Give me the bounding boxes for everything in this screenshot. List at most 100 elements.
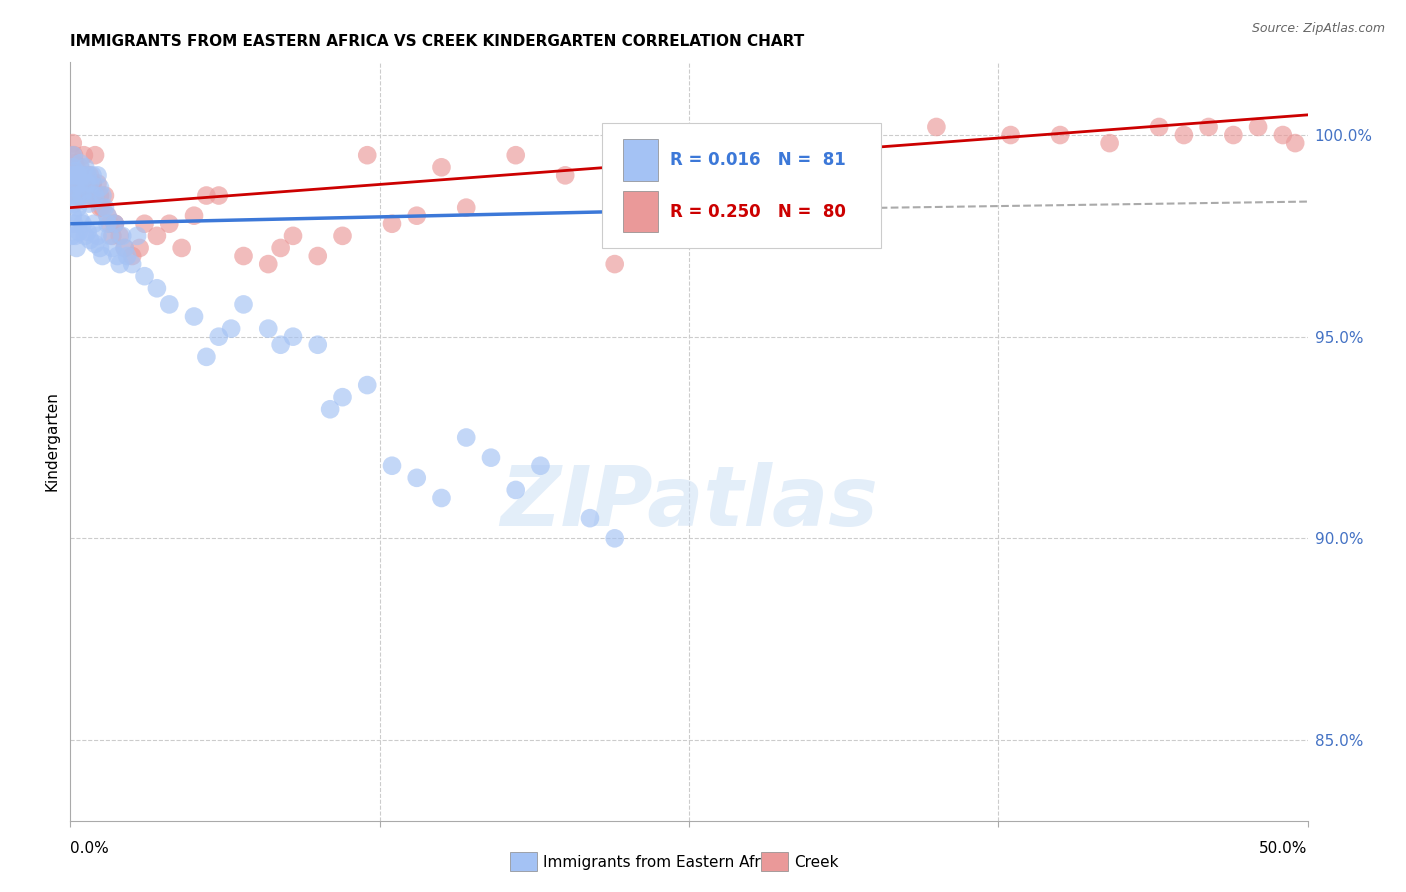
Point (101, 228, 124, 243)
Point (381, 458, 404, 473)
Point (67, 177, 90, 191)
Point (281, 228, 304, 243)
Point (111, 228, 134, 243)
Point (72, 217, 94, 231)
Point (195, 350, 218, 364)
Point (219, 321, 242, 335)
Point (270, 337, 292, 351)
Y-axis label: Kindergarten: Kindergarten (44, 392, 59, 491)
Point (65, 180, 87, 194)
Point (76, 225, 98, 239)
Point (851, 136, 873, 150)
Point (62, 209, 84, 223)
Point (1198, 120, 1220, 134)
Point (66, 169, 89, 183)
Point (72, 169, 94, 183)
Point (66, 169, 89, 183)
Point (801, 128, 824, 142)
Point (1284, 136, 1306, 150)
Point (505, 148, 527, 162)
Point (75, 161, 97, 175)
Point (75, 177, 97, 191)
Point (405, 209, 427, 223)
Point (66, 201, 89, 215)
Point (63, 148, 86, 162)
Point (65, 228, 87, 243)
Point (208, 329, 231, 343)
Point (430, 491, 453, 505)
Point (89, 201, 111, 215)
Text: 0.0%: 0.0% (70, 841, 110, 855)
Point (381, 217, 404, 231)
Point (73, 148, 96, 162)
Point (70, 177, 93, 191)
Point (66, 188, 89, 202)
Point (83, 217, 105, 231)
Point (62, 136, 84, 150)
Point (104, 217, 127, 231)
Point (232, 297, 254, 311)
Text: Creek: Creek (794, 855, 838, 870)
Point (65, 241, 87, 255)
Point (579, 511, 602, 525)
Point (70, 188, 93, 202)
Point (62, 161, 84, 175)
Point (121, 249, 143, 263)
Point (89, 241, 111, 255)
Text: IMMIGRANTS FROM EASTERN AFRICA VS CREEK KINDERGARTEN CORRELATION CHART: IMMIGRANTS FROM EASTERN AFRICA VS CREEK … (70, 34, 804, 49)
Point (91, 201, 114, 215)
Point (72, 169, 94, 183)
Point (94, 188, 117, 202)
Point (281, 329, 304, 343)
Point (105, 249, 128, 263)
Point (69, 188, 91, 202)
Point (1247, 120, 1270, 134)
Point (75, 169, 97, 183)
Point (96, 209, 118, 223)
FancyBboxPatch shape (761, 853, 787, 871)
Point (86, 169, 108, 183)
Point (80, 188, 103, 202)
Point (208, 188, 231, 202)
Point (65, 177, 87, 191)
Point (60, 161, 83, 175)
Text: Immigrants from Eastern Africa: Immigrants from Eastern Africa (543, 855, 783, 870)
Point (75, 228, 97, 243)
Point (62, 169, 84, 183)
Point (75, 177, 97, 191)
Point (603, 532, 626, 546)
FancyBboxPatch shape (509, 853, 537, 871)
Point (183, 209, 205, 223)
Point (94, 201, 117, 215)
Point (86, 177, 108, 191)
Text: R = 0.016   N =  81: R = 0.016 N = 81 (671, 151, 846, 169)
Point (82, 177, 104, 191)
Text: R = 0.250   N =  80: R = 0.250 N = 80 (671, 202, 846, 220)
Point (356, 378, 378, 392)
Point (115, 249, 138, 263)
Point (104, 217, 127, 231)
Point (65, 164, 87, 178)
Point (114, 241, 136, 255)
Point (60, 148, 83, 162)
Point (84, 236, 107, 251)
Point (925, 120, 948, 134)
Text: ZIPatlas: ZIPatlas (501, 462, 877, 542)
Point (121, 257, 143, 271)
Point (91, 249, 114, 263)
Point (356, 148, 378, 162)
Point (65, 161, 87, 175)
Point (69, 161, 91, 175)
FancyBboxPatch shape (602, 123, 880, 248)
Point (195, 188, 218, 202)
Point (104, 217, 127, 231)
Point (76, 169, 98, 183)
Point (405, 471, 427, 485)
Point (128, 241, 150, 255)
Point (63, 217, 86, 231)
Point (63, 177, 86, 191)
Point (257, 257, 280, 271)
Point (257, 321, 280, 335)
Point (60, 228, 83, 243)
Point (114, 241, 136, 255)
